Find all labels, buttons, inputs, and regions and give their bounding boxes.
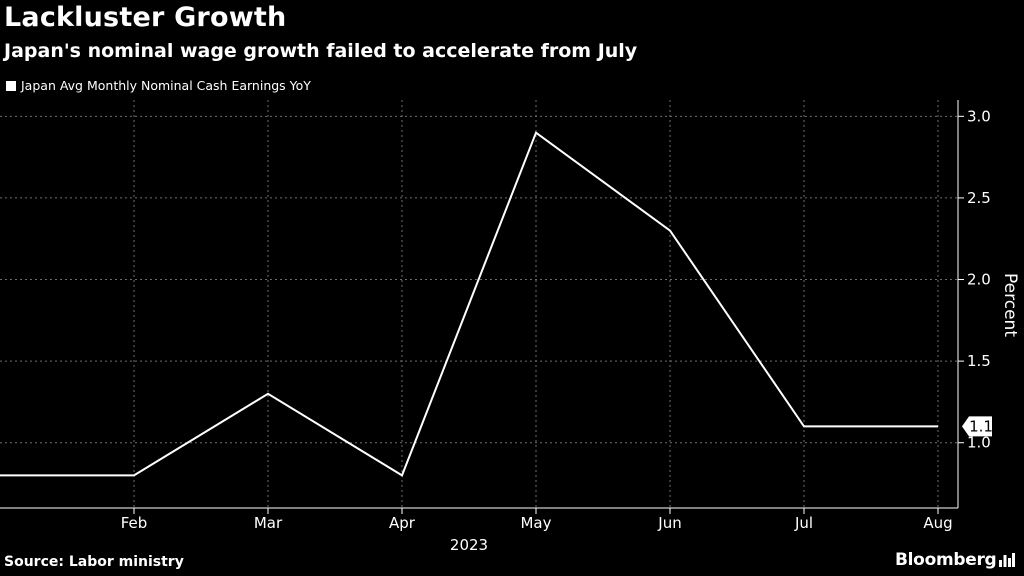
vertical-gridlines	[133, 100, 939, 508]
y-tick-label-4: 3.0	[967, 107, 991, 125]
axes: Percent	[0, 100, 1020, 509]
x-group-label: 2023	[450, 536, 488, 554]
legend-swatch	[6, 80, 16, 91]
bars-icon	[999, 553, 1016, 567]
y-tick-label-3: 2.5	[967, 189, 991, 207]
series-layer	[0, 131, 939, 477]
y-tick-label-1: 1.5	[967, 352, 991, 370]
x-tick-label-apr: Apr	[389, 514, 416, 532]
x-axis-ticks: Feb Mar Apr May Jun Jul Aug 2023	[121, 508, 953, 554]
series-line	[0, 131, 938, 477]
source-note: Source: Labor ministry	[4, 554, 184, 570]
brand-logo: Bloomberg	[895, 550, 1016, 570]
last-value-callout	[962, 416, 992, 437]
y-tick-label-0: 1.0	[967, 434, 991, 452]
last-value-label: 1.1	[969, 417, 993, 435]
x-tick-label-may: May	[520, 514, 551, 532]
chart-title: Lackluster Growth	[4, 2, 287, 33]
x-tick-label-mar: Mar	[254, 514, 283, 532]
y-axis-ticks: 1.0 1.5 2.0 2.5 3.0	[958, 107, 991, 452]
chart-subtitle: Japan's nominal wage growth failed to ac…	[4, 40, 638, 62]
legend: Japan Avg Monthly Nominal Cash Earnings …	[6, 78, 311, 93]
y-axis-title: Percent	[1000, 273, 1020, 337]
y-tick-label-2: 2.0	[967, 271, 991, 289]
legend-label: Japan Avg Monthly Nominal Cash Earnings …	[21, 78, 311, 93]
labels-layer: 1.1	[962, 416, 993, 437]
x-tick-label-jun: Jun	[657, 514, 681, 532]
x-tick-label-jul: Jul	[794, 514, 813, 532]
brand-name: Bloomberg	[895, 550, 997, 570]
x-tick-label-feb: Feb	[121, 514, 148, 532]
x-tick-label-aug: Aug	[923, 514, 952, 532]
